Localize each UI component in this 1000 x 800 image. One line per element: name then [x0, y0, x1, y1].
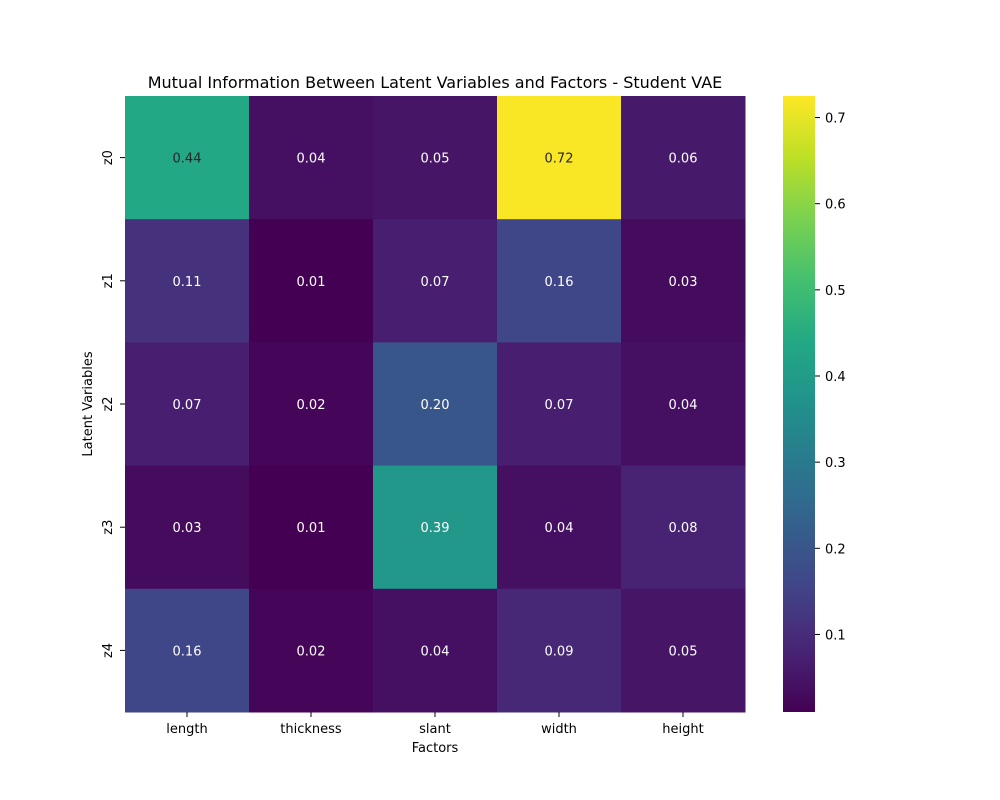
cell-value-label: 0.08: [669, 521, 698, 536]
cell-value-label: 0.20: [421, 398, 450, 413]
x-tick-label: width: [541, 722, 577, 737]
colorbar-gradient: [783, 96, 815, 712]
cell-value-label: 0.02: [297, 398, 326, 413]
heatmap-cell: [249, 96, 374, 220]
heatmap-cell: [497, 588, 622, 713]
cell-value-label: 0.04: [545, 521, 574, 536]
cell-value-label: 0.06: [669, 152, 698, 167]
heatmap-cell: [497, 465, 622, 590]
x-tick-label: slant: [419, 722, 451, 737]
cell-value-label: 0.05: [421, 152, 450, 167]
cell-value-label: 0.72: [545, 152, 574, 167]
cell-value-label: 0.16: [545, 275, 574, 290]
heatmap-cell: [621, 588, 746, 713]
heatmap-cell: [125, 219, 250, 343]
colorbar-tick-label: 0.2: [825, 542, 846, 557]
cell-value-label: 0.07: [545, 398, 574, 413]
heatmap-cell: [373, 588, 498, 713]
heatmap-cell: [621, 465, 746, 590]
cell-value-label: 0.04: [669, 398, 698, 413]
heatmap-cell: [125, 588, 250, 713]
cell-value-label: 0.05: [669, 644, 698, 659]
chart-title: Mutual Information Between Latent Variab…: [148, 73, 723, 92]
heatmap-cell: [249, 588, 374, 713]
colorbar-tick-label: 0.5: [825, 284, 846, 299]
cell-value-label: 0.02: [297, 644, 326, 659]
heatmap-cell: [249, 465, 374, 590]
y-tick-label: z3: [101, 520, 116, 535]
colorbar-tick-label: 0.1: [825, 628, 846, 643]
cell-value-label: 0.07: [173, 398, 202, 413]
cell-value-label: 0.09: [545, 644, 574, 659]
x-tick-label: height: [662, 722, 703, 737]
cell-value-label: 0.03: [669, 275, 698, 290]
colorbar: 0.1 0.2 0.3 0.4 0.5 0.6 0.7: [783, 96, 846, 712]
heatmap-cell: [125, 342, 250, 467]
heatmap-cell: [621, 96, 746, 220]
heatmap-cells: 0.44 0.04 0.05 0.72 0.06 0.11 0.01 0.07 0.16 0.03…: [125, 96, 746, 713]
heatmap-cell: [373, 219, 498, 343]
y-tick-label: z4: [101, 643, 116, 658]
heatmap-cell: [621, 342, 746, 467]
y-tick-label: z1: [101, 273, 116, 288]
heatmap-cell: [125, 96, 250, 220]
cell-value-label: 0.01: [297, 275, 326, 290]
cell-value-label: 0.39: [421, 521, 450, 536]
colorbar-tick-label: 0.7: [825, 112, 846, 127]
y-axis-ticks: z0 z1 z2 z3 z4: [101, 150, 125, 658]
cell-value-label: 0.01: [297, 521, 326, 536]
cell-value-label: 0.07: [421, 275, 450, 290]
x-tick-label: thickness: [280, 722, 342, 737]
cell-value-label: 0.44: [173, 152, 202, 167]
cell-value-label: 0.03: [173, 521, 202, 536]
colorbar-tick-label: 0.3: [825, 456, 846, 471]
heatmap-cell: [373, 96, 498, 220]
heatmap-cell: [497, 342, 622, 467]
colorbar-tick-label: 0.6: [825, 198, 846, 213]
y-tick-label: z2: [101, 396, 116, 411]
heatmap-cell: [249, 219, 374, 343]
heatmap-cell: [497, 96, 622, 220]
y-axis-label: Latent Variables: [81, 351, 96, 456]
heatmap-cell: [249, 342, 374, 467]
x-tick-label: length: [166, 722, 207, 737]
heatmap-cell: [621, 219, 746, 343]
heatmap-cell: [125, 465, 250, 590]
cell-value-label: 0.04: [297, 152, 326, 167]
heatmap-cell: [373, 465, 498, 590]
x-axis-ticks: length thickness slant width height: [166, 712, 704, 737]
cell-value-label: 0.04: [421, 644, 450, 659]
heatmap-cell: [497, 219, 622, 343]
cell-value-label: 0.11: [173, 275, 202, 290]
cell-value-label: 0.16: [173, 644, 202, 659]
x-axis-label: Factors: [412, 741, 459, 756]
colorbar-tick-label: 0.4: [825, 370, 846, 385]
heatmap-cell: [373, 342, 498, 467]
y-tick-label: z0: [101, 150, 116, 165]
